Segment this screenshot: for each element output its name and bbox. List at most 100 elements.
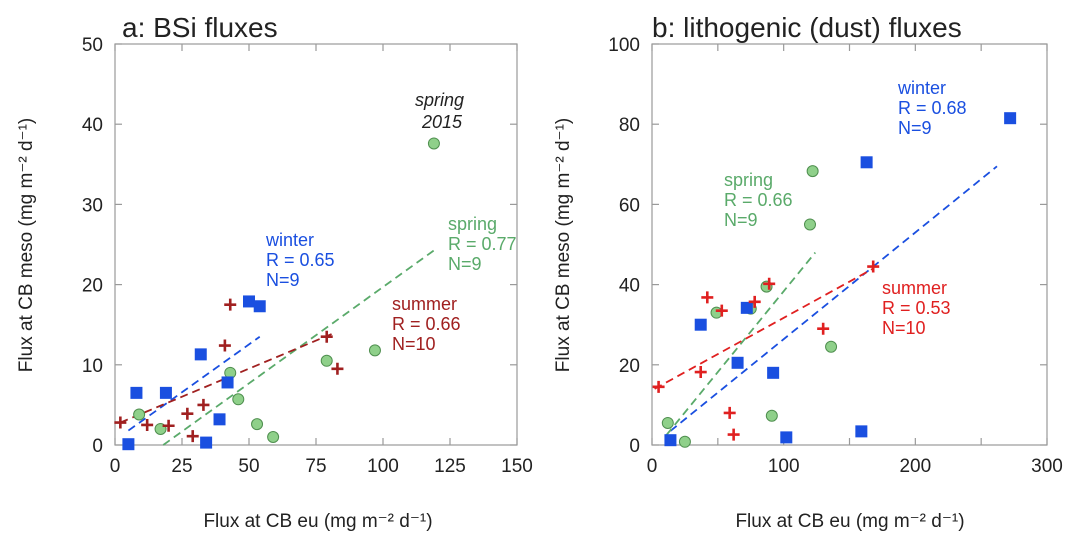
summer-point xyxy=(763,277,776,290)
stats-line: spring xyxy=(448,214,497,234)
summer-point xyxy=(197,398,210,411)
y-tick-label: 60 xyxy=(619,195,640,216)
stats-line: R = 0.66 xyxy=(392,314,461,334)
winter-trend-line xyxy=(669,165,998,432)
spring-point xyxy=(765,409,778,422)
summer-point xyxy=(114,416,127,429)
stats-line: N=10 xyxy=(392,334,436,354)
y-tick-label: 40 xyxy=(82,115,103,136)
winter-point xyxy=(767,366,780,379)
stats-line: N=9 xyxy=(448,254,482,274)
stats-line: N=10 xyxy=(882,318,926,338)
y-tick-label: 40 xyxy=(619,276,640,297)
winter-stats-label: winter R = 0.68 N=9 xyxy=(897,78,967,138)
stats-line: N=9 xyxy=(724,210,758,230)
stats-line: R = 0.53 xyxy=(882,298,951,318)
stats-line: R = 0.77 xyxy=(448,234,517,254)
y-tick-label: 80 xyxy=(619,115,640,136)
y-tick-label: 50 xyxy=(82,35,103,56)
x-tick-label: 200 xyxy=(899,456,931,477)
x-tick-label: 75 xyxy=(305,456,326,477)
summer-point xyxy=(701,291,714,304)
summer-stats-label: summer R = 0.53 N=10 xyxy=(882,278,951,338)
stats-line: winter xyxy=(897,78,946,98)
y-tick-label: 0 xyxy=(629,436,640,457)
stats-line: summer xyxy=(392,294,457,314)
spring-stats-label: spring R = 0.77 N=9 xyxy=(448,214,517,274)
summer-point xyxy=(723,406,736,419)
winter-point xyxy=(243,295,255,308)
winter-point xyxy=(1004,112,1017,125)
stats-line: R = 0.66 xyxy=(724,190,793,210)
spring-point xyxy=(267,430,280,443)
stats-line: R = 0.68 xyxy=(898,98,967,118)
winter-point xyxy=(200,436,213,449)
summer-point xyxy=(748,295,761,308)
winter-point xyxy=(130,386,143,399)
plot-frame xyxy=(651,43,1048,446)
summer-point xyxy=(727,428,740,441)
summer-point xyxy=(224,298,237,311)
y-tick-label: 100 xyxy=(608,35,640,56)
summer-point xyxy=(652,380,665,393)
y-tick-label: 20 xyxy=(82,276,103,297)
x-tick-label: 25 xyxy=(171,456,192,477)
x-tick-label: 300 xyxy=(1031,456,1063,477)
chart-title: a: BSi fluxes xyxy=(122,12,278,43)
x-tick-label: 0 xyxy=(647,456,658,477)
y-axis-label: Flux at CB meso (mg m⁻² d⁻¹) xyxy=(553,118,574,372)
y-tick-label: 20 xyxy=(619,356,640,377)
winter-point xyxy=(731,356,744,369)
x-tick-label: 125 xyxy=(434,456,466,477)
spring-point xyxy=(678,435,691,448)
x-tick-label: 0 xyxy=(110,456,121,477)
y-axis-label: Flux at CB meso (mg m⁻² d⁻¹) xyxy=(16,118,37,372)
annotation-line: 2015 xyxy=(421,112,463,132)
winter-point xyxy=(159,386,172,399)
winter-point xyxy=(253,300,266,313)
stats-line: N=9 xyxy=(898,118,932,138)
winter-point xyxy=(194,348,207,361)
winter-point xyxy=(855,425,868,438)
summer-trend-line xyxy=(654,267,874,390)
spring-2015-annotation: spring 2015 xyxy=(415,90,469,132)
winter-point xyxy=(213,413,226,426)
y-tick-label: 30 xyxy=(82,195,103,216)
spring-trend-line xyxy=(162,247,438,446)
panel-b-lithogenic-fluxes: b: lithogenic (dust) fluxes Flux at CB m… xyxy=(553,12,1063,532)
spring-point xyxy=(710,306,723,319)
summer-point xyxy=(141,418,154,431)
stats-line: winter xyxy=(265,230,314,250)
spring-point xyxy=(251,418,264,431)
stats-line: R = 0.65 xyxy=(266,250,335,270)
x-tick-label: 100 xyxy=(768,456,800,477)
y-tick-label: 10 xyxy=(82,356,103,377)
summer-point xyxy=(715,304,728,317)
summer-point xyxy=(867,260,880,273)
chart-title: b: lithogenic (dust) fluxes xyxy=(652,12,962,43)
summer-point xyxy=(186,430,199,443)
spring-point xyxy=(806,165,819,178)
spring-trend-line xyxy=(665,251,816,436)
winter-point xyxy=(122,438,135,451)
winter-point xyxy=(664,434,677,447)
winter-point xyxy=(221,376,234,389)
spring-point xyxy=(368,344,381,357)
spring-point xyxy=(661,416,674,429)
spring-point xyxy=(133,408,146,421)
stats-line: N=9 xyxy=(266,270,300,290)
summer-point xyxy=(181,407,194,420)
x-tick-label: 100 xyxy=(367,456,399,477)
x-axis-label: Flux at CB eu (mg m⁻² d⁻¹) xyxy=(735,511,964,532)
x-axis-label: Flux at CB eu (mg m⁻² d⁻¹) xyxy=(203,511,432,532)
summer-point xyxy=(320,330,333,343)
winter-point xyxy=(780,431,793,444)
spring-point xyxy=(232,393,245,406)
spring-point xyxy=(427,137,440,150)
y-tick-label: 0 xyxy=(92,436,103,457)
x-tick-label: 150 xyxy=(501,456,533,477)
spring-point xyxy=(825,340,838,353)
winter-stats-label: winter R = 0.65 N=9 xyxy=(265,230,335,290)
spring-point xyxy=(320,354,333,367)
